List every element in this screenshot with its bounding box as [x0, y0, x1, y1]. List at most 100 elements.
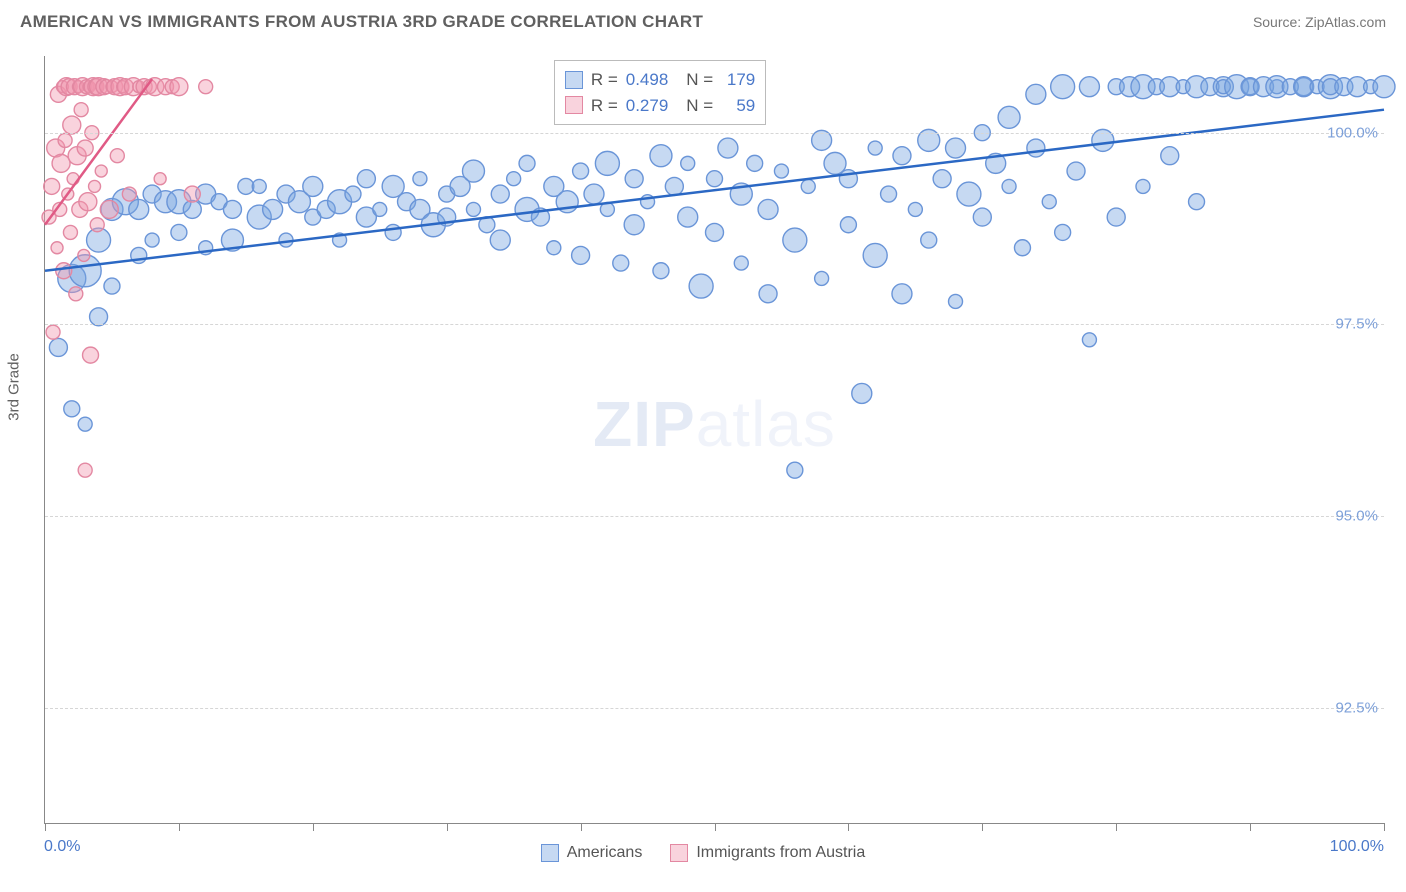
x-tick: [581, 823, 582, 831]
data-point: [933, 170, 951, 188]
data-point: [815, 271, 829, 285]
chart-title: AMERICAN VS IMMIGRANTS FROM AUSTRIA 3RD …: [20, 12, 703, 32]
data-point: [584, 184, 604, 204]
data-point: [1042, 195, 1056, 209]
data-point: [252, 179, 266, 193]
data-point: [573, 163, 589, 179]
data-point: [183, 200, 201, 218]
data-point: [921, 232, 937, 248]
correlation-stats-box: R =0.498N =179R =0.279N =59: [554, 60, 766, 125]
x-tick: [45, 823, 46, 831]
data-point: [787, 462, 803, 478]
data-point: [1026, 84, 1046, 104]
data-point: [145, 233, 159, 247]
data-point: [462, 160, 484, 182]
x-tick: [313, 823, 314, 831]
data-point: [734, 256, 748, 270]
data-point: [58, 133, 72, 147]
data-point: [689, 274, 713, 298]
data-point: [613, 255, 629, 271]
data-point: [747, 155, 763, 171]
data-point: [154, 173, 166, 185]
legend-swatch: [670, 844, 688, 862]
data-point: [78, 249, 90, 261]
data-point: [572, 246, 590, 264]
data-point: [100, 200, 118, 218]
y-tick-label: 92.5%: [1335, 699, 1378, 716]
data-point: [957, 182, 981, 206]
data-point: [110, 149, 124, 163]
data-point: [77, 140, 93, 156]
data-point: [1136, 179, 1150, 193]
x-tick: [179, 823, 180, 831]
chart-area: ZIPatlas R =0.498N =179R =0.279N =59 92.…: [44, 56, 1384, 824]
y-axis-label: 3rd Grade: [6, 353, 23, 421]
gridline: [45, 324, 1384, 325]
data-point: [774, 164, 788, 178]
data-point: [90, 218, 104, 232]
data-point: [507, 172, 521, 186]
series-swatch: [565, 71, 583, 89]
source-label: Source: ZipAtlas.com: [1253, 14, 1386, 30]
data-point: [263, 199, 283, 219]
data-point: [223, 200, 241, 218]
data-point: [973, 208, 991, 226]
data-point: [1373, 76, 1395, 98]
r-value: 0.498: [626, 67, 669, 93]
data-point: [881, 186, 897, 202]
data-point: [707, 171, 723, 187]
y-tick-label: 95.0%: [1335, 508, 1378, 525]
data-point: [1079, 77, 1099, 97]
stats-row: R =0.498N =179: [565, 67, 755, 93]
data-point: [946, 138, 966, 158]
data-point: [1161, 147, 1179, 165]
data-point: [238, 178, 254, 194]
data-point: [491, 185, 509, 203]
legend-item: Americans: [541, 844, 643, 862]
data-point: [625, 170, 643, 188]
data-point: [345, 186, 361, 202]
data-point: [79, 193, 97, 211]
data-point: [1027, 139, 1045, 157]
data-point: [104, 278, 120, 294]
data-point: [171, 224, 187, 240]
data-point: [1082, 333, 1096, 347]
data-point: [893, 147, 911, 165]
data-point: [52, 154, 70, 172]
x-tick: [1384, 823, 1385, 831]
data-point: [44, 178, 60, 194]
gridline: [45, 133, 1384, 134]
data-point: [63, 116, 81, 134]
data-point: [840, 217, 856, 233]
legend-label: Immigrants from Austria: [696, 844, 865, 862]
n-value: 179: [721, 67, 755, 93]
data-point: [78, 417, 92, 431]
data-point: [1107, 208, 1125, 226]
x-tick: [1116, 823, 1117, 831]
data-point: [653, 263, 669, 279]
data-point: [490, 230, 510, 250]
data-point: [357, 170, 375, 188]
data-point: [49, 338, 67, 356]
data-point: [706, 223, 724, 241]
r-value: 0.279: [626, 93, 669, 119]
data-point: [718, 138, 738, 158]
data-point: [868, 141, 882, 155]
data-point: [1002, 179, 1016, 193]
data-point: [665, 177, 683, 195]
data-point: [863, 243, 887, 267]
data-point: [681, 156, 695, 170]
y-tick-label: 100.0%: [1327, 124, 1378, 141]
data-point: [595, 151, 619, 175]
data-point: [51, 242, 63, 254]
x-tick: [982, 823, 983, 831]
x-tick: [848, 823, 849, 831]
data-point: [1189, 194, 1205, 210]
legend-label: Americans: [567, 844, 643, 862]
data-point: [199, 80, 213, 94]
data-point: [624, 215, 644, 235]
data-point: [63, 225, 77, 239]
data-point: [95, 165, 107, 177]
series-swatch: [565, 96, 583, 114]
data-point: [1014, 240, 1030, 256]
